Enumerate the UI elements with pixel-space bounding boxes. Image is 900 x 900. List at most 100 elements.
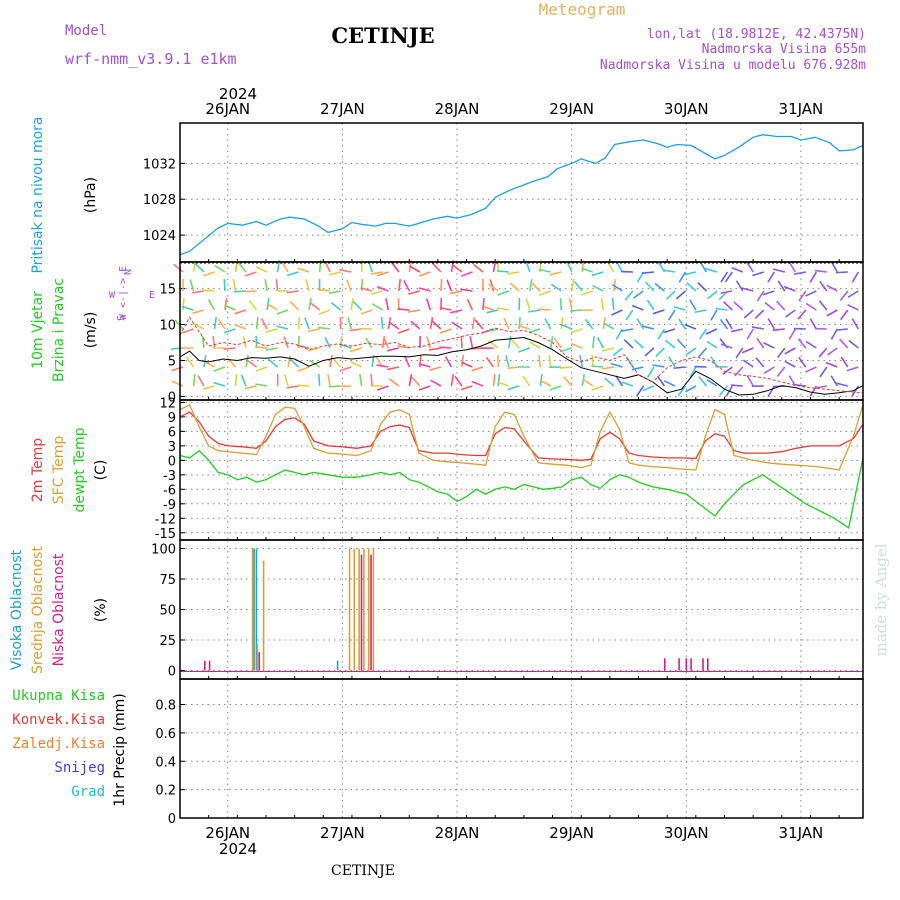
wind-arrow-225 — [497, 290, 510, 296]
wind-arrow-10 — [181, 328, 194, 334]
wind-arrow-331 — [652, 309, 665, 315]
wind-ylabel-line2: Brzina i Pravac — [51, 278, 67, 382]
wind-arrow-258 — [539, 379, 552, 387]
wind-arrow-347 — [676, 338, 687, 349]
ytick-label-temperature-2: -9 — [163, 498, 176, 513]
pressure-ylabel-text: Pritisak na nivou mora — [30, 116, 46, 273]
wind-arrow-385 — [731, 266, 744, 273]
wind-arrow-293 — [591, 385, 604, 391]
wind-arrow-445 — [818, 347, 828, 358]
wind-arrow-34 — [213, 381, 226, 387]
wind-arrow-467 — [846, 366, 859, 372]
wind-arrow-428 — [798, 290, 807, 302]
wind-dir-south: S — [116, 315, 127, 321]
wind-arrow-271 — [559, 366, 572, 369]
wind-arrow-67 — [265, 347, 278, 351]
wind-arrow-297 — [603, 322, 615, 330]
wind-arrow-99 — [318, 288, 331, 292]
wind-arrow-348 — [673, 366, 686, 370]
wind-ylabel: 10m Vjetar Brzina i Pravac (m/s) W <-|->… — [30, 266, 155, 382]
wind-arrow-144 — [382, 336, 390, 349]
wind-arrow-88 — [297, 344, 310, 349]
wind-arrow-4 — [170, 347, 184, 350]
wind-arrow-422 — [785, 309, 796, 318]
wind-arrow-298 — [602, 347, 615, 352]
wind-arrow-57 — [264, 279, 268, 292]
precip-legend-item-1: Konvek.Kisa — [12, 712, 105, 728]
wind-arrow-446 — [819, 366, 828, 378]
wind-arrow-248 — [528, 328, 541, 334]
wind-arrow-269 — [560, 323, 573, 330]
wind-arrow-465 — [851, 318, 860, 330]
wind-arrow-175 — [432, 262, 442, 273]
wind-arrow-152 — [386, 366, 400, 371]
wind-arrow-180 — [429, 366, 442, 371]
wind-arrow-132 — [370, 373, 373, 387]
ytick-label-wind-0: 0 — [168, 390, 176, 405]
wind-arrow-87 — [304, 317, 310, 330]
wind-arrow-276 — [570, 328, 583, 334]
bottom-day-label-1: 27JAN — [320, 824, 365, 842]
wind-arrow-78 — [286, 290, 299, 294]
wind-arrow-72 — [276, 309, 289, 315]
panel-cloud: 0 25 50 75 100 — [151, 539, 864, 680]
wind-arrow-23 — [207, 299, 216, 311]
wind-arrow-186 — [439, 346, 452, 349]
wind-arrow-223 — [497, 373, 501, 387]
wind-arrow-288 — [592, 284, 604, 292]
wind-arrow-140 — [376, 271, 389, 277]
wind-arrow-386 — [735, 280, 744, 292]
wind-arrow-94 — [307, 328, 320, 333]
watermark: made by Angel — [872, 543, 890, 656]
wind-arrow-292 — [591, 365, 604, 368]
series-temperature-1 — [179, 403, 864, 471]
lonlat-label: lon,lat (18.9812E, 42.4375N) — [647, 27, 866, 42]
wind-arrow-363 — [698, 376, 708, 387]
wind-arrow-18 — [201, 335, 205, 349]
wind-arrow-150 — [388, 321, 400, 330]
temp-unit: (C) — [93, 460, 109, 481]
series-pressure-0 — [179, 134, 864, 256]
ytick-label-wind-2: 10 — [159, 319, 176, 334]
wind-arrow-16 — [192, 309, 205, 315]
wind-arrow-49 — [244, 271, 257, 277]
wind-arrow-415 — [776, 300, 786, 311]
cloud-high-label: Visoka Oblacnost — [9, 549, 25, 670]
wind-arrow-59 — [260, 317, 268, 330]
wind-arrow-379 — [720, 290, 733, 295]
wind-arrow-9 — [181, 305, 194, 311]
precip-legend-item-4: Grad — [71, 784, 105, 800]
bottom-day-label-4: 30JAN — [664, 824, 709, 842]
wind-arrow-227 — [503, 317, 510, 330]
frame-precip — [179, 678, 864, 819]
top-day-label-3: 29JAN — [549, 100, 594, 118]
wind-arrow-377 — [719, 385, 729, 396]
wind-arrow-80 — [297, 316, 301, 330]
wind-arrow-361 — [698, 347, 708, 358]
wind-arrow-151 — [387, 347, 400, 352]
wind-arrow-456 — [839, 290, 849, 301]
wind-arrow-370 — [706, 378, 718, 387]
temp-dewpt-label: dewpt Temp — [72, 427, 88, 512]
ytick-label-temperature-1: -12 — [155, 512, 176, 527]
wind-arrow-44 — [234, 309, 247, 315]
series-temperature-0 — [179, 411, 864, 461]
wind-arrow-45 — [234, 323, 247, 330]
wind-arrow-249 — [529, 341, 541, 349]
ytick-label-pressure-0: 1024 — [143, 229, 176, 244]
wind-arrow-163 — [407, 309, 421, 313]
wind-arrow-17 — [193, 322, 205, 330]
wind-arrow-420 — [788, 261, 796, 273]
wind-arrow-412 — [767, 385, 775, 397]
wind-arrow-414 — [777, 280, 786, 292]
wind-arrow-20 — [197, 375, 205, 387]
ytick-label-temperature-9: 12 — [159, 396, 176, 411]
wind-arrow-115 — [347, 317, 352, 330]
wind-arrows — [170, 259, 860, 397]
wind-arrow-29 — [223, 278, 226, 292]
wind-arrow-41 — [234, 373, 238, 387]
wind-arrow-127 — [360, 287, 373, 292]
series-wind-1 — [179, 316, 864, 394]
wind-arrow-39 — [223, 347, 236, 350]
ytick-label-temperature-7: 6 — [168, 425, 176, 440]
